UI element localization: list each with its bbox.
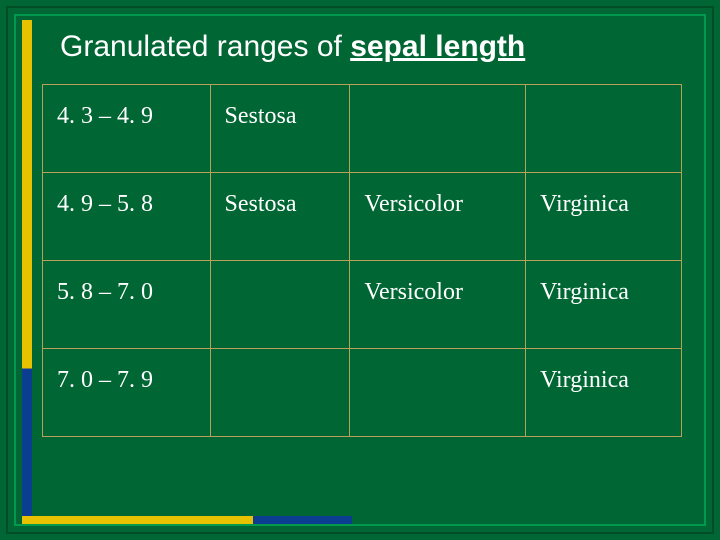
table-row: 4. 9 – 5. 8 Sestosa Versicolor Virginica (43, 173, 682, 261)
species-cell (350, 85, 526, 173)
species-cell: Versicolor (350, 261, 526, 349)
slide-title: Granulated ranges of sepal length (40, 22, 698, 84)
species-cell (210, 349, 350, 437)
ranges-table: 4. 3 – 4. 9 Sestosa 4. 9 – 5. 8 Sestosa … (42, 84, 682, 437)
range-cell: 4. 9 – 5. 8 (43, 173, 211, 261)
species-cell: Virginica (526, 349, 682, 437)
slide-content: Granulated ranges of sepal length 4. 3 –… (40, 22, 698, 510)
table-row: 4. 3 – 4. 9 Sestosa (43, 85, 682, 173)
range-cell: 5. 8 – 7. 0 (43, 261, 211, 349)
species-cell: Versicolor (350, 173, 526, 261)
table-row: 7. 0 – 7. 9 Virginica (43, 349, 682, 437)
title-underlined: sepal length (350, 30, 525, 63)
species-cell: Virginica (526, 261, 682, 349)
species-cell (526, 85, 682, 173)
species-cell: Sestosa (210, 85, 350, 173)
bottom-accent-bar (22, 516, 352, 524)
left-accent-bar (22, 20, 32, 518)
range-cell: 7. 0 – 7. 9 (43, 349, 211, 437)
species-cell (350, 349, 526, 437)
table-row: 5. 8 – 7. 0 Versicolor Virginica (43, 261, 682, 349)
range-cell: 4. 3 – 4. 9 (43, 85, 211, 173)
title-prefix: Granulated ranges of (60, 30, 350, 63)
species-cell: Sestosa (210, 173, 350, 261)
species-cell (210, 261, 350, 349)
species-cell: Virginica (526, 173, 682, 261)
